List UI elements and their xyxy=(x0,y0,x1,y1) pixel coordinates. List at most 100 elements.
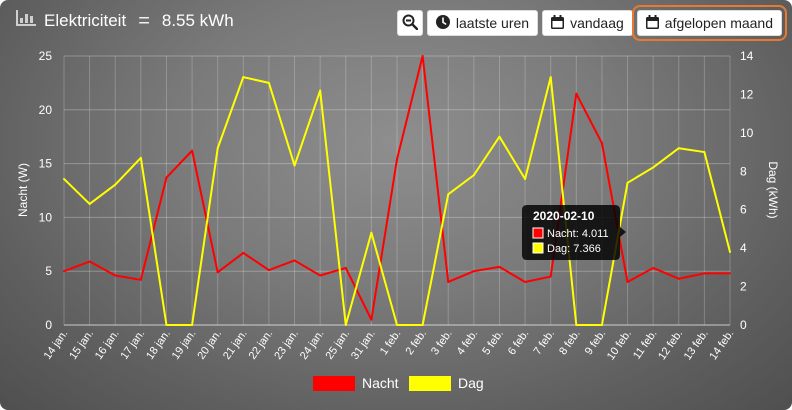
legend-swatch-nacht xyxy=(313,376,355,391)
y2-axis-label: Dag (kWh) xyxy=(766,161,780,218)
legend-swatch-dag xyxy=(409,376,451,391)
total-value: 8.55 kWh xyxy=(161,10,234,30)
data-point-nacht xyxy=(267,269,270,272)
zoom-out-button[interactable] xyxy=(396,10,423,36)
data-point-nacht xyxy=(242,251,245,254)
bar-chart-icon xyxy=(16,10,36,31)
data-point-nacht xyxy=(293,259,296,262)
legend-label-nacht: Nacht xyxy=(362,375,399,391)
x-tick-label: 5 feb. xyxy=(480,328,506,357)
y2-axis-ticks: 0 2 4 6 8 10 12 14 xyxy=(740,49,754,332)
legend-label-dag: Dag xyxy=(458,375,484,391)
x-tick-label: 14 jan. xyxy=(42,328,71,362)
x-tick-label: 10 feb. xyxy=(605,328,634,362)
data-point-nacht xyxy=(370,318,373,321)
data-point-nacht xyxy=(498,265,501,268)
data-point-nacht xyxy=(472,270,475,273)
x-tick-label: 18 jan. xyxy=(144,328,173,362)
x-tick-label: 23 jan. xyxy=(272,328,301,362)
data-point-dag xyxy=(191,324,194,326)
y-axis-label: Nacht (W) xyxy=(16,163,30,217)
y2-tick-label: 8 xyxy=(740,164,747,178)
y2-tick-label: 4 xyxy=(740,241,747,255)
last-hours-button[interactable]: laatste uren xyxy=(426,10,539,36)
data-point-dag xyxy=(396,324,398,326)
y2-tick-label: 6 xyxy=(740,203,747,217)
x-tick-label: 24 jan. xyxy=(298,328,327,362)
x-tick-label: 13 feb. xyxy=(682,328,711,362)
x-tick-label: 16 jan. xyxy=(93,328,122,362)
data-point-dag xyxy=(421,324,424,326)
data-point-nacht xyxy=(216,271,219,274)
data-point-nacht xyxy=(703,272,706,275)
x-tick-label: 31 jan. xyxy=(349,328,378,362)
x-tick-label: 17 jan. xyxy=(119,328,148,362)
data-point-nacht xyxy=(600,142,603,145)
data-point-nacht xyxy=(63,270,65,273)
x-tick-label: 22 jan. xyxy=(247,328,276,362)
x-tick-label: 6 feb. xyxy=(506,328,532,357)
equals-sign: = xyxy=(138,9,150,32)
data-point-nacht xyxy=(549,275,552,278)
tooltip-dag-value: Dag: 7.366 xyxy=(547,243,601,255)
data-point-dag xyxy=(447,193,450,196)
x-tick-label: 19 jan. xyxy=(170,328,199,362)
panel-title: Elektriciteit = 8.55 kWh xyxy=(16,10,234,31)
tooltip: 2020-02-10 Nacht: 4.011 Dag: 7.366 xyxy=(522,205,626,260)
data-point-dag xyxy=(524,177,527,180)
y-tick-label: 0 xyxy=(45,318,52,332)
data-point-dag xyxy=(575,324,578,326)
clock-icon xyxy=(435,14,450,32)
x-axis-ticks: 14 jan.15 jan.16 jan.17 jan.18 jan.19 ja… xyxy=(42,328,737,362)
data-point-dag xyxy=(498,135,501,138)
data-point-dag xyxy=(370,231,373,234)
data-point-dag xyxy=(63,177,65,180)
x-tick-label: 4 feb. xyxy=(455,328,481,357)
legend: Nacht Dag xyxy=(313,375,484,391)
last-hours-label: laatste uren xyxy=(455,15,530,31)
x-tick-label: 25 jan. xyxy=(323,328,352,362)
data-point-dag xyxy=(626,181,629,184)
data-point-dag xyxy=(114,183,117,186)
y2-tick-label: 2 xyxy=(740,280,747,294)
data-point-dag xyxy=(242,76,245,79)
data-point-dag xyxy=(729,250,731,253)
data-point-nacht xyxy=(729,272,731,275)
data-point-nacht xyxy=(165,176,168,179)
data-point-dag xyxy=(472,174,475,177)
tooltip-nacht-value: Nacht: 4.011 xyxy=(547,228,609,240)
y2-tick-label: 10 xyxy=(740,126,754,140)
data-point-dag xyxy=(139,156,142,159)
panel-header: Elektriciteit = 8.55 kWh xyxy=(0,0,792,44)
data-point-nacht xyxy=(575,92,578,95)
zoom-out-icon xyxy=(402,14,419,33)
data-point-dag xyxy=(677,147,680,150)
data-point-nacht xyxy=(677,277,680,280)
today-button[interactable]: vandaag xyxy=(542,10,633,36)
data-point-nacht xyxy=(191,149,194,152)
y-tick-label: 10 xyxy=(39,210,53,224)
x-tick-label: 1 feb. xyxy=(378,328,404,357)
data-point-dag xyxy=(216,147,219,150)
x-tick-label: 14 feb. xyxy=(707,328,736,362)
today-label: vandaag xyxy=(570,15,624,31)
x-tick-label: 15 jan. xyxy=(67,328,96,362)
data-point-nacht xyxy=(139,278,142,281)
y2-tick-label: 12 xyxy=(740,87,754,101)
y2-tick-label: 14 xyxy=(740,49,754,63)
calendar-icon xyxy=(645,14,659,32)
tooltip-title: 2020-02-10 xyxy=(533,209,595,223)
data-point-dag xyxy=(267,81,270,84)
data-point-dag xyxy=(652,166,655,169)
tooltip-dag-swatch xyxy=(532,242,544,254)
data-point-dag xyxy=(600,324,603,326)
y-axis-ticks: 0 5 10 15 20 25 xyxy=(39,49,53,332)
data-point-nacht xyxy=(447,280,450,283)
data-point-nacht xyxy=(114,274,117,277)
data-point-nacht xyxy=(652,266,655,269)
x-tick-label: 20 jan. xyxy=(195,328,224,362)
past-month-button[interactable]: afgelopen maand xyxy=(631,5,788,41)
x-tick-label: 2 feb. xyxy=(403,328,429,357)
